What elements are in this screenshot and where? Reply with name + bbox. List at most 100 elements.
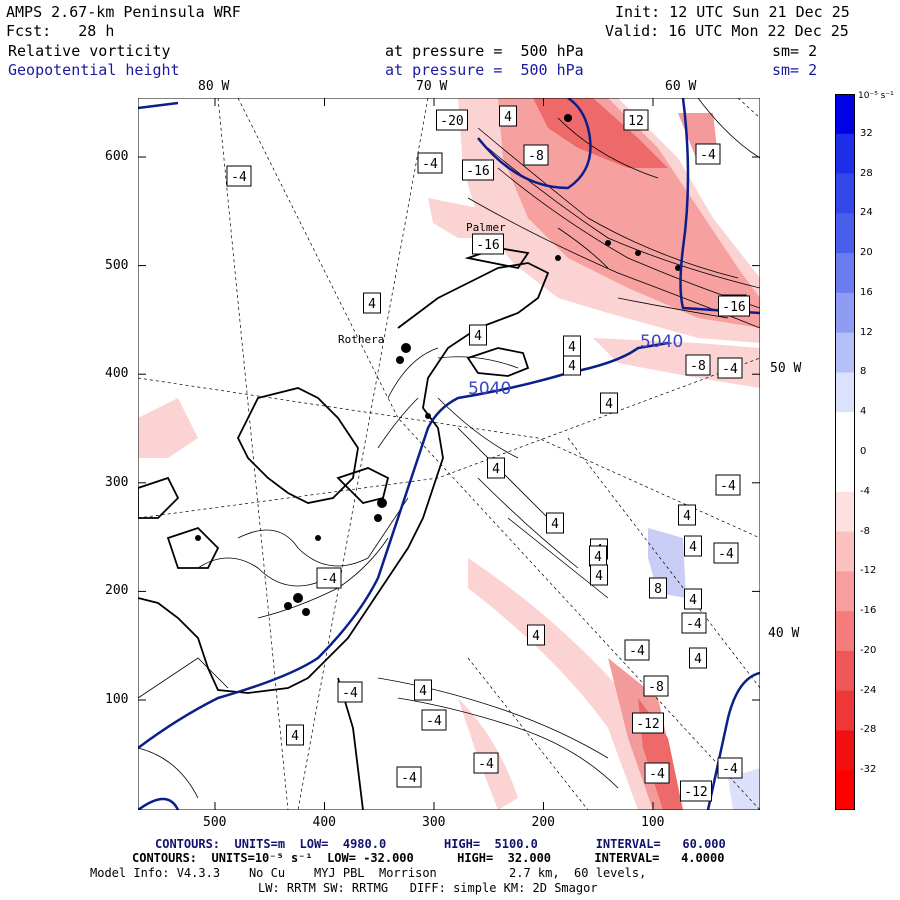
vorticity-label: -8 <box>523 144 549 166</box>
y-tick-label: 500 <box>105 257 129 273</box>
colorbar-segment <box>835 491 855 533</box>
footer-physics: LW: RRTM SW: RRTMG DIFF: simple KM: 2D S… <box>258 881 598 895</box>
x-tick-label: 300 <box>422 815 446 830</box>
vorticity-label: -4 <box>417 152 443 174</box>
vorticity-label: -4 <box>695 143 721 165</box>
colorbar-segment <box>835 770 855 810</box>
vorticity-label: -4 <box>316 567 342 589</box>
colorbar-tick-label: 8 <box>860 366 867 378</box>
svg-text:4: 4 <box>683 509 691 524</box>
svg-text:-8: -8 <box>690 359 706 374</box>
svg-text:-16: -16 <box>722 300 745 315</box>
field1-name: Relative vorticity <box>8 42 171 60</box>
y-tick-label: 400 <box>105 366 129 382</box>
vorticity-label: -4 <box>713 542 739 564</box>
vorticity-label: 4 <box>546 512 564 534</box>
vorticity-label: 4 <box>469 324 487 346</box>
colorbar-segment <box>835 412 855 453</box>
field2-name: Geopotential height <box>8 61 180 79</box>
svg-text:4: 4 <box>492 462 500 477</box>
svg-text:-4: -4 <box>231 170 247 185</box>
svg-text:-16: -16 <box>466 164 489 179</box>
lon-label-70w: 70 W <box>416 79 448 94</box>
vorticity-label: -4 <box>421 709 447 731</box>
colorbar-tick-label: -28 <box>860 724 877 736</box>
vorticity-label: 4 <box>689 647 707 669</box>
vorticity-label: 4 <box>563 354 581 376</box>
vorticity-label: -16 <box>462 159 494 181</box>
colorbar-tick-label: -4 <box>860 485 870 497</box>
svg-text:4: 4 <box>419 684 427 699</box>
field2-level: at pressure = 500 hPa <box>385 61 584 79</box>
svg-text:4: 4 <box>689 540 697 555</box>
terrain-features <box>195 114 681 616</box>
colorbar-segment <box>835 571 855 612</box>
vorticity-label: -20 <box>436 109 468 131</box>
svg-text:4: 4 <box>568 359 576 374</box>
colorbar-tick-label: -24 <box>860 684 877 696</box>
svg-text:-4: -4 <box>720 479 736 494</box>
colorbar-segment <box>835 611 855 652</box>
svg-text:12: 12 <box>628 114 644 129</box>
footer-model-info: Model Info: V4.3.3 No Cu MYJ PBL Morriso… <box>90 866 647 880</box>
height-contours <box>138 98 760 810</box>
vorticity-label: -4 <box>717 757 743 779</box>
colorbar-segment <box>835 531 855 572</box>
colorbar-segment <box>835 332 855 373</box>
svg-text:-12: -12 <box>684 785 707 800</box>
vorticity-label: 4 <box>684 535 702 557</box>
vorticity-label: 12 <box>623 109 649 131</box>
vorticity-label: 4 <box>363 292 381 314</box>
colorbar <box>835 94 855 810</box>
lon-label-40w: 40 W <box>768 626 800 641</box>
vorticity-label: -4 <box>715 474 741 496</box>
vorticity-label: 4 <box>286 724 304 746</box>
colorbar-segment <box>835 173 855 214</box>
svg-text:4: 4 <box>532 629 540 644</box>
vorticity-label: -4 <box>717 357 743 379</box>
colorbar-tick-label: -12 <box>860 565 877 577</box>
vorticity-label: -12 <box>680 780 712 802</box>
colorbar-segment <box>835 253 855 294</box>
height-label-5040-east: 5040 <box>640 332 684 352</box>
y-tick-label: 100 <box>105 692 129 707</box>
svg-text:-4: -4 <box>718 547 734 562</box>
vorticity-label: 4 <box>684 588 702 610</box>
colorbar-tick-label: 24 <box>860 207 873 219</box>
vorticity-map: -20 4 -16 12 -4 -4 -4 -8 -16 -8 4 -16 4 4 -8 -4 4 4 4 4 4 -4 4… <box>138 98 760 810</box>
valid-time: Valid: 16 UTC Mon 22 Dec 25 <box>605 22 849 40</box>
x-tick-label: 500 <box>203 815 227 830</box>
lon-label-50w: 50 W <box>770 361 802 376</box>
svg-text:4: 4 <box>594 550 602 565</box>
svg-text:4: 4 <box>568 340 576 355</box>
vorticity-label: 4 <box>563 335 581 357</box>
colorbar-tick-label: 16 <box>860 286 873 298</box>
vorticity-label: -4 <box>337 681 363 703</box>
vorticity-label: -16 <box>472 233 504 255</box>
vorticity-label: 8 <box>649 577 667 599</box>
svg-text:8: 8 <box>654 582 662 597</box>
place-rothera: Rothera <box>338 333 385 346</box>
lon-label-60w: 60 W <box>665 79 697 94</box>
vorticity-label: 4 <box>499 105 517 127</box>
svg-text:4: 4 <box>551 517 559 532</box>
svg-text:4: 4 <box>694 652 702 667</box>
colorbar-segment <box>835 372 855 413</box>
vorticity-label: 4 <box>414 679 432 701</box>
x-tick-label: 200 <box>531 815 555 830</box>
vorticity-label: 4 <box>487 457 505 479</box>
svg-text:4: 4 <box>605 397 613 412</box>
svg-text:-12: -12 <box>636 717 659 732</box>
svg-text:4: 4 <box>689 593 697 608</box>
svg-text:4: 4 <box>504 110 512 125</box>
footer-vorticity-contours: CONTOURS: UNITS=10⁻⁵ s⁻¹ LOW= -32.000 HI… <box>132 851 725 865</box>
y-tick-label: 300 <box>105 474 129 490</box>
colorbar-segment <box>835 213 855 254</box>
svg-text:-4: -4 <box>700 148 716 163</box>
svg-text:-4: -4 <box>321 572 337 587</box>
colorbar-segment <box>835 730 855 771</box>
x-tick-label: 100 <box>641 815 665 830</box>
vorticity-label: -4 <box>226 165 252 187</box>
svg-text:-4: -4 <box>629 644 645 659</box>
colorbar-tick-label: 20 <box>860 247 873 259</box>
